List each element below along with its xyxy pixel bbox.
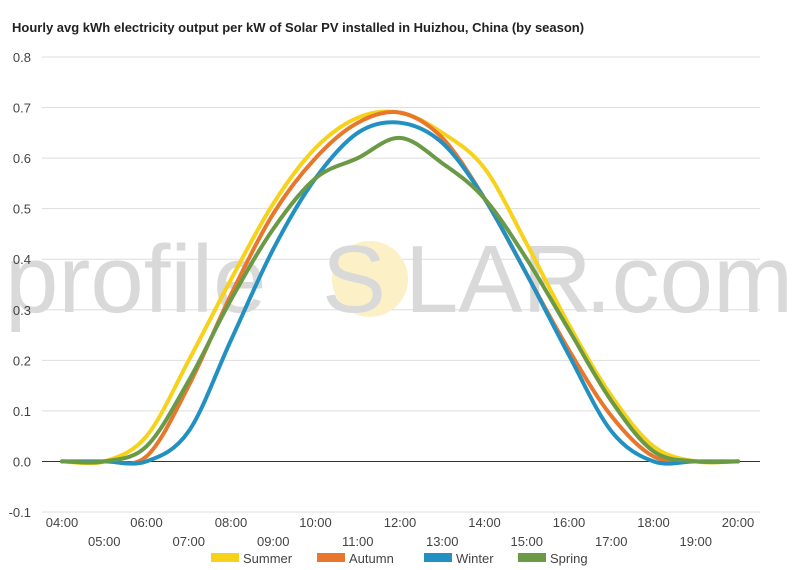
y-tick-label: 0.7 — [13, 101, 31, 116]
x-tick-label: 15:00 — [510, 534, 543, 549]
x-tick-label: 10:00 — [299, 515, 332, 530]
x-tick-label: 04:00 — [46, 515, 79, 530]
series-line-spring — [60, 135, 740, 465]
y-tick-label: 0.4 — [13, 252, 31, 267]
legend: Summer Autumn Winter Spring — [211, 551, 588, 566]
legend-swatch-summer — [211, 553, 239, 562]
watermark-text-2: S — [322, 226, 386, 333]
x-tick-label: 18:00 — [637, 515, 670, 530]
legend-label-autumn: Autumn — [349, 551, 394, 566]
grid — [42, 56, 760, 513]
y-tick-label: 0.5 — [13, 202, 31, 217]
watermark-text-1: profile — [5, 226, 266, 333]
watermark-sun-icon — [332, 241, 408, 317]
series-lines — [60, 109, 740, 466]
x-tick-label: 11:00 — [342, 534, 374, 549]
svg-text:profile S LAR: profile S LAR .com — [5, 226, 793, 333]
y-tick-label: -0.1 — [9, 505, 31, 520]
watermark: profile S LAR .com — [5, 226, 793, 333]
x-tick-label: 17:00 — [595, 534, 628, 549]
x-axis: 04:00 05:00 06:00 07:00 08:00 09:00 10:00 11:00… — [46, 515, 755, 549]
x-tick-label: 12:00 — [384, 515, 417, 530]
legend-label-summer: Summer — [243, 551, 293, 566]
legend-swatch-spring — [518, 553, 546, 562]
x-tick-label: 06:00 — [130, 515, 163, 530]
chart-title: Hourly avg kWh electricity output per kW… — [12, 20, 585, 35]
y-tick-label: 0.6 — [13, 151, 31, 166]
x-tick-label: 08:00 — [215, 515, 248, 530]
series-line-winter — [60, 120, 740, 466]
x-tick-label: 07:00 — [172, 534, 205, 549]
watermark-text-4: .com — [585, 226, 793, 333]
x-tick-label: 09:00 — [257, 534, 290, 549]
legend-label-winter: Winter — [456, 551, 494, 566]
x-tick-label: 16:00 — [553, 515, 586, 530]
x-tick-label: 20:00 — [722, 515, 755, 530]
y-tick-label: 0.2 — [13, 353, 31, 368]
x-tick-label: 14:00 — [468, 515, 501, 530]
y-tick-label: 0.8 — [13, 50, 31, 65]
x-tick-label: 19:00 — [679, 534, 712, 549]
legend-swatch-winter — [424, 553, 452, 562]
series-line-autumn — [60, 110, 740, 466]
legend-swatch-autumn — [317, 553, 345, 562]
y-tick-label: 0.1 — [13, 404, 31, 419]
legend-label-spring: Spring — [550, 551, 588, 566]
y-axis: -0.1 0.0 0.1 0.2 0.3 0.4 0.5 0.6 0.7 0.8 — [9, 50, 31, 520]
x-tick-label: 13:00 — [426, 534, 459, 549]
y-tick-label: 0.0 — [13, 454, 31, 469]
y-tick-label: 0.3 — [13, 303, 31, 318]
x-tick-label: 05:00 — [88, 534, 121, 549]
